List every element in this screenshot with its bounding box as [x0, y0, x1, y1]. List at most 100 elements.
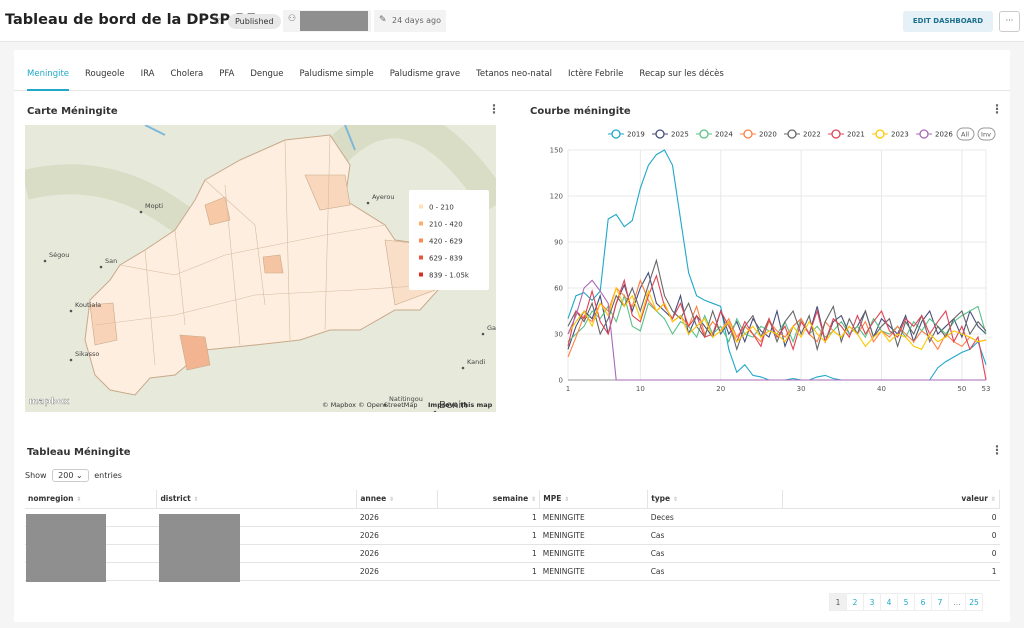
legend-swatch	[419, 273, 423, 277]
column-header[interactable]: annee⇳	[357, 490, 438, 508]
sort-icon: ⇳	[991, 496, 996, 503]
column-name: MPE	[543, 494, 561, 503]
x-tick-label: 53	[982, 385, 991, 393]
page-button[interactable]: 25	[965, 593, 983, 611]
header: Tableau de bord de la DPSP BF ☆ Publishe…	[0, 0, 1024, 42]
legend-label: 2024	[715, 131, 733, 139]
legend-label: 2023	[891, 131, 909, 139]
entries-label: entries	[94, 471, 122, 480]
tab[interactable]: Cholera	[170, 69, 203, 91]
table-cell: 0	[783, 508, 1000, 526]
redacted	[26, 514, 106, 582]
tab[interactable]: IRA	[141, 69, 155, 91]
tab[interactable]: Paludisme simple	[300, 69, 374, 91]
table-cell: 2026	[357, 544, 438, 562]
table-cell: MENINGITE	[540, 544, 648, 562]
legend-marker[interactable]	[700, 130, 708, 138]
tab[interactable]: Ictère Febrile	[568, 69, 623, 91]
column-header[interactable]: valeur⇳	[783, 490, 1000, 508]
status-badge: Published	[228, 14, 281, 29]
legend-marker[interactable]	[744, 130, 752, 138]
place-dot	[44, 260, 47, 263]
page-button[interactable]: 1	[829, 593, 847, 611]
legend-marker[interactable]	[612, 130, 620, 138]
x-tick-label: 1	[566, 385, 570, 393]
legend-control-label: All	[961, 131, 969, 139]
table-cell: 0	[783, 526, 1000, 544]
panel-menu[interactable]: ⋮	[488, 102, 500, 116]
tab[interactable]: Meningite	[27, 69, 69, 91]
map-logo: mapbox	[29, 397, 70, 407]
redacted	[159, 514, 240, 582]
page-button[interactable]: 3	[863, 593, 881, 611]
legend-marker[interactable]	[832, 130, 840, 138]
table-header: nomregion⇳district⇳annee⇳semaine⇳MPE⇳typ…	[25, 490, 1000, 508]
x-tick-label: 30	[797, 385, 806, 393]
modified-text: 24 days ago	[392, 16, 441, 25]
page-size-select[interactable]: 200 ⌄	[52, 469, 89, 482]
sort-icon: ⇳	[673, 496, 678, 503]
tab[interactable]: PFA	[219, 69, 234, 91]
redacted	[300, 11, 368, 31]
legend-label: 629 - 839	[429, 255, 463, 263]
place-dot	[462, 367, 465, 370]
y-tick-label: 150	[550, 147, 563, 155]
tab[interactable]: Recap sur les décès	[639, 69, 723, 91]
tab[interactable]: Dengue	[250, 69, 283, 91]
tab-bar: Meningite Rougeole IRA Cholera PFA Dengue Palu…	[14, 64, 1010, 91]
x-tick-label: 20	[716, 385, 725, 393]
map-improve-link[interactable]: Improve this map	[428, 401, 493, 409]
legend-label: 2021	[847, 131, 865, 139]
column-header[interactable]: type⇳	[648, 490, 783, 508]
column-header[interactable]: MPE⇳	[540, 490, 648, 508]
x-tick-label: 40	[877, 385, 886, 393]
column-name: annee	[360, 494, 386, 503]
y-tick-label: 60	[554, 285, 563, 293]
legend-marker[interactable]	[788, 130, 796, 138]
page-button[interactable]: 2	[846, 593, 864, 611]
place-label: Ayerou	[372, 193, 394, 201]
place-dot	[70, 310, 73, 313]
y-tick-label: 90	[554, 239, 563, 247]
page-button[interactable]: 7	[931, 593, 949, 611]
place-dot	[70, 359, 73, 362]
legend-label: 0 - 210	[429, 204, 454, 212]
legend-marker[interactable]	[876, 130, 884, 138]
page-button[interactable]: 5	[897, 593, 915, 611]
place-dot	[140, 211, 143, 214]
legend-swatch	[419, 222, 423, 226]
sort-icon: ⇳	[194, 496, 199, 503]
place-label: Gaya	[487, 324, 496, 332]
favorite-star[interactable]: ☆	[211, 13, 222, 27]
table-cell: 0	[783, 544, 1000, 562]
column-name: semaine	[493, 494, 528, 503]
tab[interactable]: Paludisme grave	[390, 69, 460, 91]
panel-menu[interactable]: ⋮	[991, 443, 1003, 457]
column-header[interactable]: district⇳	[157, 490, 357, 508]
column-header[interactable]: semaine⇳	[438, 490, 540, 508]
legend-marker[interactable]	[656, 130, 664, 138]
owner-box: ⚇	[283, 10, 371, 32]
more-button[interactable]: ···	[999, 11, 1020, 32]
place-dot	[482, 333, 485, 336]
panel-title: Tableau Méningite	[27, 447, 131, 458]
page-button[interactable]: 4	[880, 593, 898, 611]
tab[interactable]: Tetanos neo-natal	[476, 69, 552, 91]
legend-control-label: Inv	[981, 131, 991, 139]
column-name: type	[651, 494, 670, 503]
legend-marker[interactable]	[920, 130, 928, 138]
pagination: 1234567...25	[830, 590, 983, 611]
column-header[interactable]: nomregion⇳	[25, 490, 157, 508]
page-button[interactable]: ...	[948, 593, 966, 611]
legend-swatch	[419, 239, 423, 243]
edit-dashboard-button[interactable]: EDIT DASHBOARD	[903, 11, 993, 32]
page-button[interactable]: 6	[914, 593, 932, 611]
legend-label: 210 - 420	[429, 221, 463, 229]
table-cell: 1	[438, 508, 540, 526]
tab[interactable]: Rougeole	[85, 69, 125, 91]
legend-label: 2025	[671, 131, 689, 139]
legend-label: 2026	[935, 131, 953, 139]
legend-swatch	[419, 205, 423, 209]
place-label: Ségou	[49, 251, 69, 259]
